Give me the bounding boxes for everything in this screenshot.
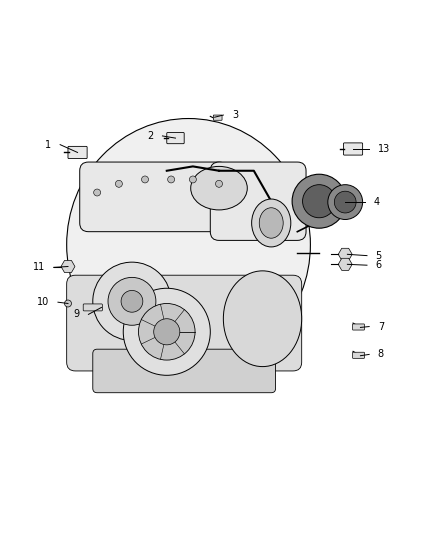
Ellipse shape [259,208,283,238]
Text: 9: 9 [74,309,80,319]
Circle shape [328,184,363,220]
Polygon shape [61,261,75,272]
Circle shape [94,189,101,196]
FancyBboxPatch shape [210,162,306,240]
Text: 4: 4 [374,197,380,207]
Circle shape [116,180,122,187]
Circle shape [108,277,156,325]
Circle shape [303,184,336,218]
FancyBboxPatch shape [167,133,184,144]
Circle shape [64,300,71,307]
Text: 8: 8 [378,350,384,359]
Text: 13: 13 [378,144,390,154]
Text: 11: 11 [33,262,45,272]
Circle shape [154,319,180,345]
Text: 10: 10 [37,297,49,307]
Ellipse shape [67,118,311,371]
Ellipse shape [223,271,302,367]
Circle shape [334,191,356,213]
Text: 3: 3 [232,110,238,120]
Ellipse shape [252,199,291,247]
FancyBboxPatch shape [67,275,302,371]
Circle shape [141,176,148,183]
Circle shape [138,303,195,360]
Polygon shape [338,259,352,270]
Circle shape [93,262,171,341]
FancyBboxPatch shape [353,324,364,330]
Text: 6: 6 [376,260,382,270]
Text: 1: 1 [45,140,51,150]
Circle shape [168,176,175,183]
Circle shape [189,176,196,183]
Circle shape [292,174,346,228]
FancyBboxPatch shape [213,115,222,120]
FancyBboxPatch shape [80,162,228,232]
Circle shape [121,290,143,312]
FancyBboxPatch shape [83,304,102,311]
Text: 7: 7 [378,321,384,332]
FancyBboxPatch shape [353,352,364,358]
FancyBboxPatch shape [343,143,363,155]
Text: 5: 5 [376,251,382,261]
FancyBboxPatch shape [68,147,87,158]
Text: 2: 2 [148,131,154,141]
FancyBboxPatch shape [93,349,276,393]
Ellipse shape [191,166,247,210]
Circle shape [123,288,210,375]
Circle shape [215,180,223,187]
Polygon shape [338,248,352,260]
